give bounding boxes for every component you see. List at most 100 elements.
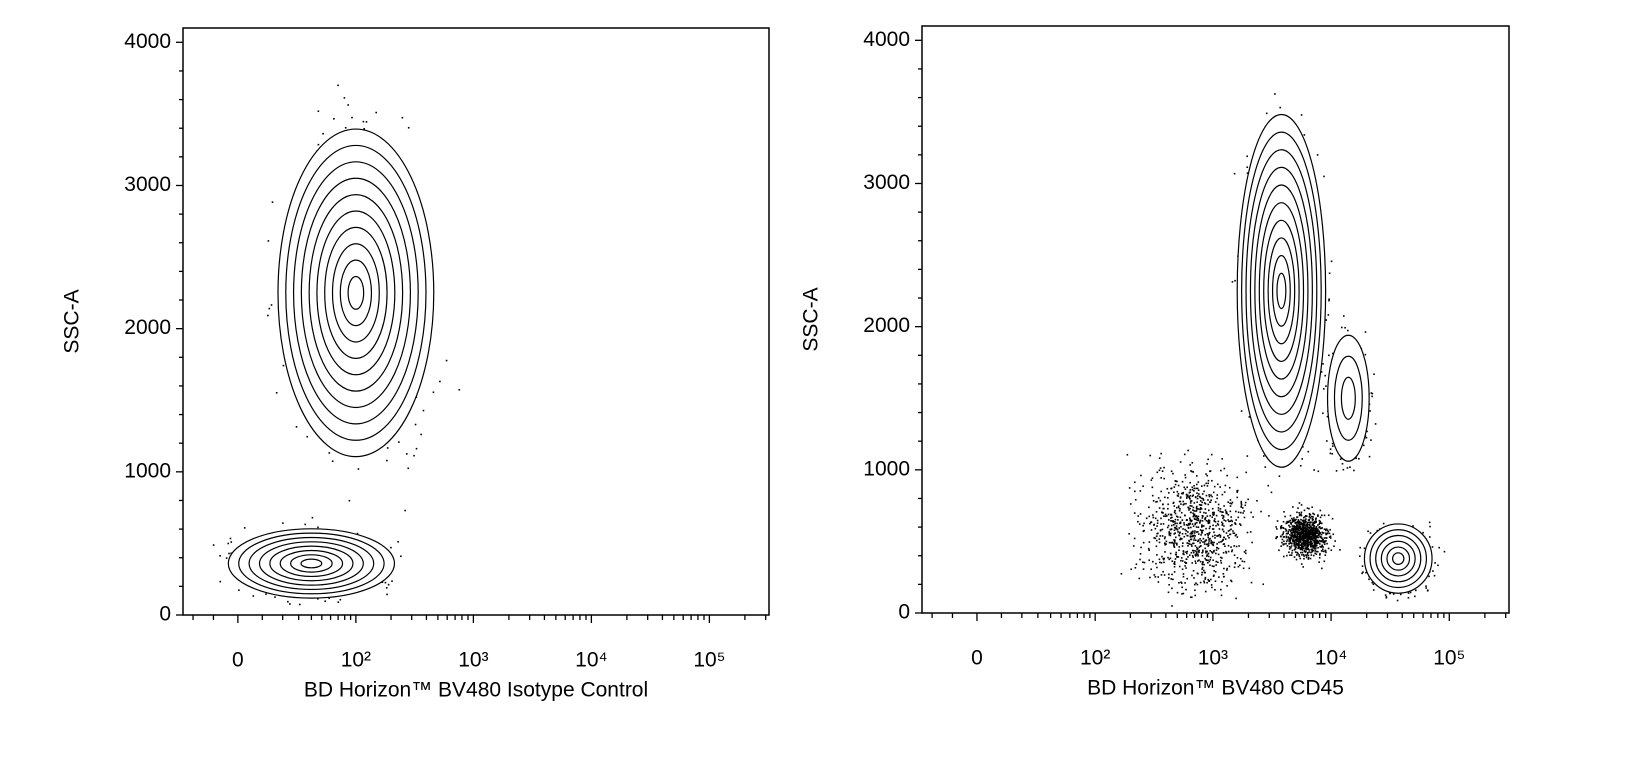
y-tick-label: 4000	[124, 30, 171, 53]
event-dot	[306, 435, 309, 438]
event-dot	[1325, 319, 1328, 321]
event-dot	[1239, 524, 1242, 526]
event-dot	[1201, 520, 1204, 522]
event-dot	[1139, 558, 1141, 561]
event-dot	[1172, 520, 1174, 522]
event-dot	[1392, 593, 1395, 595]
event-dot	[1164, 542, 1166, 545]
event-dot	[1174, 522, 1176, 525]
event-dot	[1173, 486, 1176, 488]
event-dot	[1138, 523, 1141, 525]
event-dot	[1224, 538, 1227, 540]
contour-line	[227, 528, 396, 599]
event-dot	[1227, 535, 1229, 537]
event-dot	[1412, 525, 1414, 527]
event-dot	[1366, 430, 1368, 433]
event-dot	[1181, 537, 1183, 540]
event-dot	[1128, 487, 1131, 489]
event-dot	[1200, 545, 1202, 547]
event-dot	[1193, 539, 1195, 541]
event-dot	[225, 557, 228, 559]
event-dot	[1167, 503, 1169, 506]
event-dot	[1180, 581, 1182, 584]
event-dot	[1189, 500, 1192, 502]
event-dot	[1215, 524, 1217, 527]
event-dot	[1192, 506, 1195, 509]
event-dot	[348, 499, 351, 502]
event-dot	[363, 127, 365, 130]
event-dot	[1222, 517, 1224, 520]
event-dot	[432, 391, 435, 394]
event-dot	[1186, 495, 1189, 498]
event-dot	[1246, 155, 1248, 158]
event-dot	[1187, 522, 1190, 525]
event-dot	[1373, 373, 1375, 376]
event-dot	[1198, 551, 1200, 553]
event-dot	[1301, 446, 1304, 448]
event-dot	[1176, 522, 1178, 525]
event-dot	[1371, 581, 1374, 584]
event-dot	[1235, 519, 1237, 521]
event-dot	[1168, 541, 1171, 544]
event-dot	[1324, 374, 1326, 377]
event-dot	[1173, 526, 1176, 529]
event-dot	[1370, 392, 1373, 394]
event-dot	[1174, 483, 1177, 486]
event-dot	[365, 121, 368, 123]
event-dot	[1165, 543, 1167, 545]
event-dot	[1189, 504, 1192, 507]
event-dot	[1211, 516, 1214, 519]
event-dot	[1204, 508, 1207, 510]
event-dot	[1262, 455, 1265, 457]
event-dot	[1240, 410, 1243, 412]
event-dot	[1208, 580, 1211, 583]
event-dot	[1152, 516, 1155, 519]
event-dot	[1374, 423, 1377, 425]
event-dot	[1335, 470, 1338, 472]
event-dot	[1262, 583, 1265, 586]
contour-line	[324, 226, 388, 359]
event-dot	[1270, 491, 1273, 494]
event-dot	[267, 314, 269, 317]
event-dot	[1432, 570, 1434, 572]
event-dot	[1385, 595, 1388, 598]
event-dot	[1207, 578, 1209, 581]
event-dot	[1173, 540, 1176, 543]
event-dot	[1176, 494, 1179, 497]
event-dot	[1256, 499, 1258, 502]
event-dot	[398, 441, 400, 443]
event-dot	[1414, 595, 1416, 598]
event-dot	[1134, 566, 1137, 569]
event-dot	[1415, 589, 1417, 592]
event-dot	[1187, 545, 1189, 547]
event-dot	[1208, 527, 1211, 530]
event-dot	[404, 509, 406, 512]
event-dot	[1355, 457, 1357, 460]
event-dot	[1231, 520, 1234, 523]
event-dot	[407, 467, 410, 470]
event-dot	[1193, 490, 1195, 492]
event-dot	[1364, 353, 1367, 356]
event-dot	[1191, 549, 1194, 552]
event-dot	[1431, 546, 1434, 548]
event-dot	[1185, 551, 1187, 553]
event-dot	[415, 447, 418, 450]
event-dot	[1189, 494, 1192, 497]
event-dot	[1198, 493, 1200, 495]
event-dot	[1205, 482, 1208, 485]
event-dot	[1169, 534, 1172, 537]
y-tick-label: 1000	[124, 459, 171, 482]
event-dot	[317, 110, 320, 113]
event-dot	[1185, 523, 1188, 526]
event-dot	[317, 526, 319, 529]
event-dot	[1221, 514, 1223, 517]
event-dot	[282, 522, 284, 524]
event-dot	[1231, 501, 1234, 504]
event-dot	[1177, 556, 1180, 558]
event-dot	[1164, 551, 1166, 553]
event-dot	[1158, 538, 1161, 540]
event-dot	[1213, 565, 1215, 568]
event-dot	[1230, 502, 1233, 505]
contour-line	[258, 541, 364, 586]
event-dot	[1238, 545, 1240, 547]
